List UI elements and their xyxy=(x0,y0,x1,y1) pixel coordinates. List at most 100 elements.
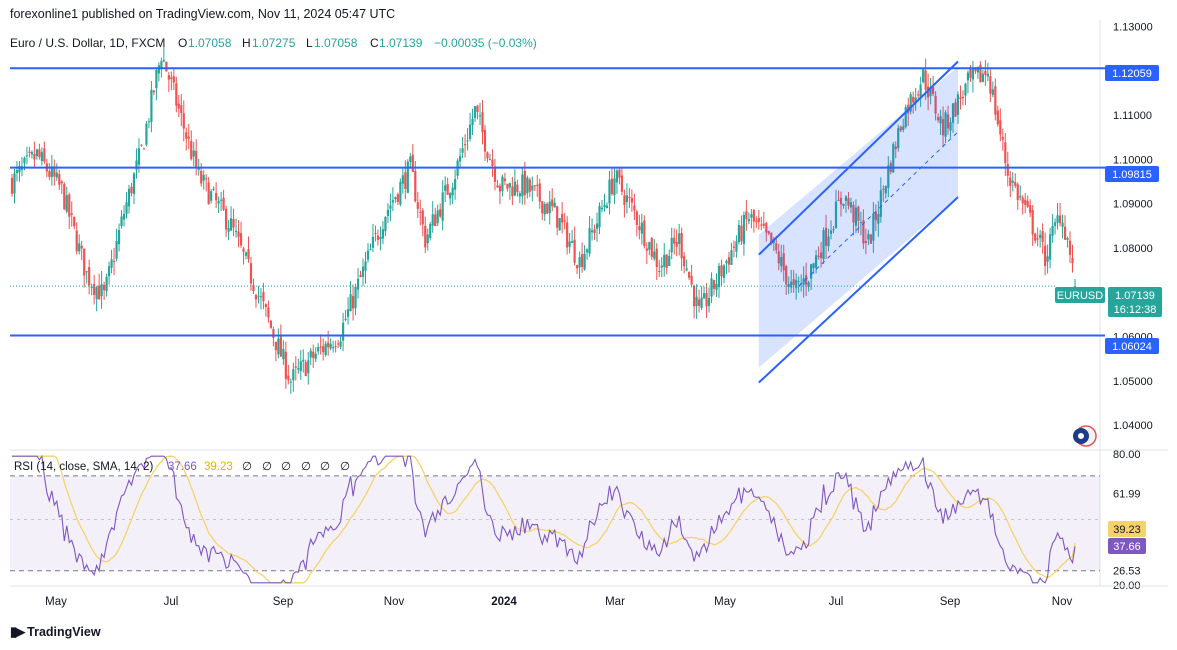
candle-body xyxy=(220,199,223,201)
tradingview-logo[interactable]: ▮▶ TradingView xyxy=(10,624,101,640)
candle-body xyxy=(356,278,360,290)
channel-midline xyxy=(798,131,959,287)
rsi-tick-label: 61.99 xyxy=(1113,488,1141,500)
candle-body xyxy=(1016,184,1019,201)
candle-body xyxy=(598,205,601,228)
candle-body xyxy=(339,341,342,347)
candle-body xyxy=(956,94,960,115)
candle-body xyxy=(70,213,73,215)
candle-body xyxy=(115,240,118,259)
candle-body xyxy=(643,220,646,246)
candle-body xyxy=(902,126,905,130)
candle-body xyxy=(553,202,556,208)
level-mid-text: 1.09815 xyxy=(1112,169,1152,181)
candle-body xyxy=(912,96,915,103)
symbol-badge[interactable]: EURUSD xyxy=(1055,287,1105,303)
candle-body xyxy=(309,350,312,358)
candle-body xyxy=(162,59,165,62)
candle-body xyxy=(317,347,320,352)
candle-body xyxy=(391,200,394,203)
candle-body xyxy=(655,248,658,267)
candle-body xyxy=(653,251,656,259)
candle-body xyxy=(117,230,121,245)
candle-body xyxy=(999,120,1002,135)
candle-body xyxy=(675,241,678,247)
candle-body xyxy=(73,216,76,227)
candle-body xyxy=(53,166,56,177)
candle-body xyxy=(1068,240,1072,255)
candle-body xyxy=(697,299,701,306)
candle-body xyxy=(546,203,549,214)
candle-body xyxy=(939,116,942,124)
candle-body xyxy=(605,205,609,208)
candle-body xyxy=(864,241,867,243)
candle-body xyxy=(202,174,205,181)
candle-body xyxy=(859,222,863,224)
candle-body xyxy=(844,196,848,201)
candle-body xyxy=(384,217,387,232)
candle-body xyxy=(588,228,591,254)
candle-body xyxy=(538,183,541,202)
candle-body xyxy=(742,215,746,244)
candle-body xyxy=(834,201,838,229)
candle-body xyxy=(302,359,305,362)
candle-body xyxy=(190,140,193,160)
candle-body xyxy=(389,205,392,209)
candle-body xyxy=(1044,245,1047,266)
candle-body xyxy=(964,83,967,96)
candle-body xyxy=(737,225,741,242)
candle-body xyxy=(401,175,404,184)
candle-body xyxy=(396,194,399,202)
candle-body xyxy=(466,140,469,142)
ohlc-change: −0.00035 (−0.03%) xyxy=(434,36,537,50)
candle-body xyxy=(688,271,691,278)
candle-body xyxy=(752,209,755,222)
candle-body xyxy=(1004,142,1007,163)
candle-body xyxy=(439,209,442,217)
tradingview-logo-icon: ▮▶ xyxy=(10,624,25,639)
candle-body xyxy=(705,293,708,307)
candle-body xyxy=(152,90,155,93)
candle-body xyxy=(361,266,365,277)
candle-body xyxy=(1051,225,1054,236)
candle-body xyxy=(1036,238,1039,240)
candle-body xyxy=(215,193,218,201)
candle-body xyxy=(122,213,126,220)
candle-body xyxy=(337,343,340,345)
candle-body xyxy=(399,181,402,205)
candle-body xyxy=(242,248,245,252)
time-tick-label: Nov xyxy=(384,596,405,608)
candle-body xyxy=(847,198,850,206)
candle-body xyxy=(695,296,698,307)
candle-body xyxy=(989,76,992,94)
candle-body xyxy=(966,72,970,81)
candle-body xyxy=(877,214,880,224)
candle-body xyxy=(25,155,29,157)
candle-body xyxy=(991,89,994,95)
candle-body xyxy=(205,178,208,180)
candle-body xyxy=(996,110,999,125)
candle-body xyxy=(48,171,51,177)
candle-body xyxy=(732,246,736,248)
candle-body xyxy=(521,174,524,197)
candle-body xyxy=(583,253,586,270)
candle-body xyxy=(463,144,467,146)
candle-body xyxy=(18,165,21,173)
level-low-badge: 1.06024 xyxy=(1105,338,1159,354)
candle-body xyxy=(110,259,113,268)
rsi-legend[interactable]: RSI (14, close, SMA, 14, 2) xyxy=(14,461,154,473)
candle-body xyxy=(1063,226,1067,240)
candle-body xyxy=(722,265,726,278)
candle-body xyxy=(282,348,285,360)
rsi-sma-badge-text: 39.23 xyxy=(1113,524,1141,536)
candle-body xyxy=(556,206,559,228)
candle-body xyxy=(434,214,437,227)
symbol-legend[interactable]: Euro / U.S. Dollar, 1D, FXCM xyxy=(10,36,165,50)
candle-body xyxy=(421,210,424,225)
candle-body xyxy=(322,346,325,353)
candle-body xyxy=(165,61,168,72)
ohlc-h-value: 1.07275 xyxy=(252,36,296,50)
globe-icon[interactable] xyxy=(1073,425,1097,447)
candle-body xyxy=(715,283,718,290)
